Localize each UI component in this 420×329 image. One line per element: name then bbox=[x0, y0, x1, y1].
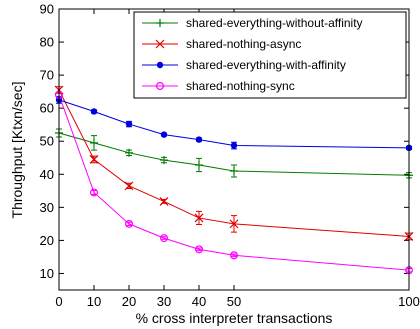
open-circle-marker bbox=[156, 81, 165, 90]
legend-label: shared-everything-without-affinity bbox=[186, 16, 363, 30]
x-marker bbox=[229, 219, 239, 229]
plus-marker bbox=[90, 138, 98, 147]
filled-circle-marker bbox=[125, 120, 133, 128]
x-marker bbox=[89, 154, 99, 164]
x-marker bbox=[194, 213, 204, 223]
y-tick-label: 70 bbox=[40, 68, 54, 83]
filled-circle-marker bbox=[156, 61, 164, 69]
y-tick-label: 40 bbox=[40, 167, 54, 182]
plus-marker bbox=[195, 161, 203, 170]
x-tick-label: 40 bbox=[192, 294, 206, 309]
plus-marker bbox=[230, 166, 238, 175]
x-axis-label: % cross interpreter transactions bbox=[136, 310, 333, 326]
open-circle-marker bbox=[195, 245, 204, 254]
error-bars bbox=[56, 86, 412, 273]
x-marker bbox=[155, 39, 165, 49]
x-marker bbox=[159, 196, 169, 206]
legend-label: shared-nothing-sync bbox=[186, 79, 295, 93]
y-axis-label: Throughput [Ktxn/sec] bbox=[9, 82, 25, 219]
y-tick-labels: 10 20 30 40 50 60 70 80 90 bbox=[40, 2, 54, 281]
x-tick-label: 100 bbox=[398, 294, 420, 309]
x-tick-label: 10 bbox=[87, 294, 101, 309]
x-tick-label: 20 bbox=[122, 294, 136, 309]
series-line bbox=[58, 89, 410, 237]
legend: shared-everything-without-affinity shared… bbox=[133, 11, 407, 99]
plus-marker bbox=[125, 148, 133, 157]
series-line bbox=[58, 94, 410, 271]
legend-box bbox=[133, 11, 407, 99]
plot-frame bbox=[58, 8, 410, 291]
x-marker bbox=[124, 181, 134, 191]
plus-marker bbox=[156, 19, 164, 27]
y-tick-label: 90 bbox=[40, 2, 54, 17]
legend-label: shared-nothing-async bbox=[186, 37, 301, 51]
y-tick-label: 20 bbox=[40, 233, 54, 248]
open-circle-marker bbox=[124, 219, 133, 228]
filled-circle-marker bbox=[160, 131, 168, 138]
open-circle-marker bbox=[89, 188, 98, 197]
series-markers bbox=[54, 85, 414, 275]
series-line bbox=[58, 99, 410, 149]
filled-circle-marker bbox=[230, 142, 238, 149]
x-tick-label: 50 bbox=[227, 294, 241, 309]
filled-circle-marker bbox=[90, 108, 98, 115]
open-circle-marker bbox=[160, 234, 169, 243]
y-tick-label: 10 bbox=[40, 266, 54, 281]
y-tick-label: 50 bbox=[40, 134, 54, 149]
y-tick-label: 30 bbox=[40, 200, 54, 215]
plus-marker bbox=[160, 156, 168, 165]
open-circle-marker bbox=[230, 251, 239, 260]
y-tick-label: 80 bbox=[40, 35, 54, 50]
legend-label: shared-everything-with-affinity bbox=[186, 58, 346, 72]
filled-circle-marker bbox=[195, 136, 203, 143]
x-tick-labels: 0 10 20 30 40 50 100 bbox=[55, 294, 419, 309]
y-tick-label: 60 bbox=[40, 101, 54, 116]
series-lines bbox=[58, 89, 410, 271]
x-tick-label: 0 bbox=[55, 294, 62, 309]
x-tick-label: 30 bbox=[157, 294, 171, 309]
